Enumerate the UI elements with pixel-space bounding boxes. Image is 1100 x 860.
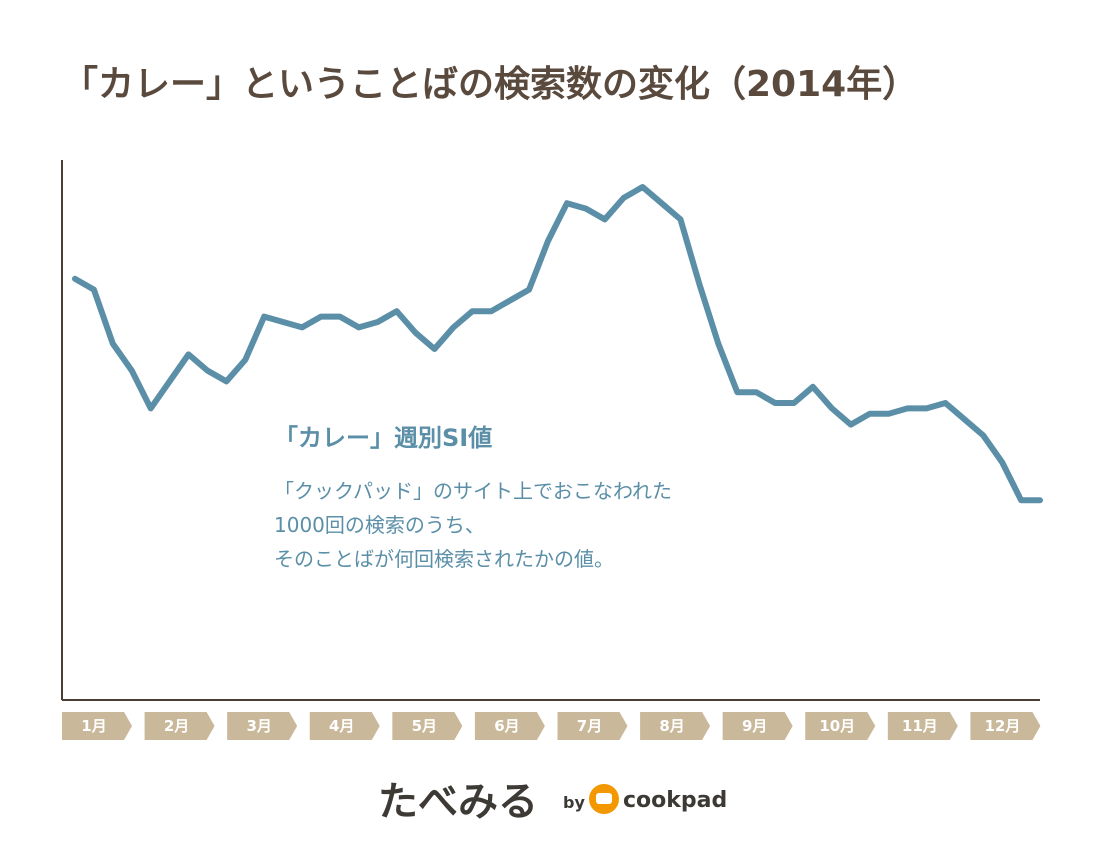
- month-tag: [722, 712, 793, 740]
- chart-title: 「カレー」ということばの検索数の変化（2014年）: [62, 63, 918, 105]
- month-label: 12月: [984, 717, 1020, 735]
- annotation-line: 1000回の検索のうち、: [274, 513, 485, 537]
- month-tag: [392, 712, 463, 740]
- logo-icon-hat: [596, 793, 612, 804]
- month-tag: [474, 712, 545, 740]
- month-label: 10月: [819, 717, 855, 735]
- month-label: 2月: [164, 717, 189, 735]
- month-tag: [144, 712, 215, 740]
- month-label: 1月: [81, 717, 106, 735]
- month-label: 11月: [902, 717, 938, 735]
- month-label: 3月: [246, 717, 271, 735]
- month-tag: [309, 712, 380, 740]
- month-tag: [227, 712, 298, 740]
- brand: たべみる: [378, 779, 538, 825]
- month-label: 5月: [412, 717, 437, 735]
- month-label: 7月: [577, 717, 602, 735]
- month-tag: [640, 712, 711, 740]
- logo: cookpad: [623, 788, 727, 813]
- month-tag: [970, 712, 1041, 740]
- month-tag: [887, 712, 958, 740]
- data-line: [72, 184, 1043, 504]
- month-label: 8月: [659, 717, 684, 735]
- annotation-line: 「クックパッド」のサイト上でおこなわれた: [274, 479, 672, 503]
- by: by: [563, 793, 585, 812]
- annotation-line: そのことばが何回検索されたかの値。: [274, 547, 614, 571]
- month-label: 4月: [329, 717, 354, 735]
- month-tag: [62, 712, 132, 740]
- month-label: 9月: [742, 717, 767, 735]
- month-tag: [805, 712, 876, 740]
- month-label: 6月: [494, 717, 519, 735]
- annotation-title: 「カレー」週別SI値: [274, 424, 492, 452]
- month-tag: [557, 712, 628, 740]
